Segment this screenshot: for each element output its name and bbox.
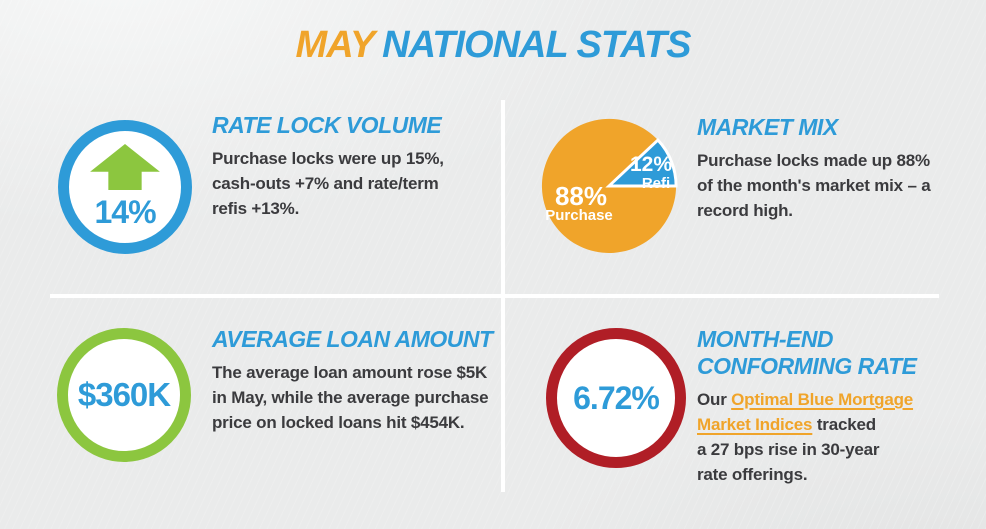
title-month: MAY <box>295 24 376 66</box>
average-loan-amount-text: The average loan amount rose $5K in May,… <box>212 363 489 432</box>
horizontal-divider <box>50 294 939 298</box>
rate-lock-volume-text: Purchase locks were up 15%, cash-outs +7… <box>212 149 444 218</box>
conforming-rate-text-prefix: Our <box>697 390 732 409</box>
pie-label-refi: Refi <box>641 175 671 192</box>
pie-label-purchase: Purchase <box>545 207 613 224</box>
conforming-rate-value: 6.72% <box>573 379 660 416</box>
average-loan-amount-badge: $360K <box>57 328 191 462</box>
obmmi-link[interactable]: Market Indices <box>697 415 813 434</box>
rate-lock-volume-badge: 14% <box>58 120 192 254</box>
average-loan-amount-heading: AVERAGE LOAN AMOUNT <box>212 326 493 352</box>
pie-label-refi-pct: 12% <box>629 153 673 176</box>
rate-lock-volume-heading: RATE LOCK VOLUME <box>212 112 442 138</box>
title-rest: NATIONAL STATS <box>382 24 691 66</box>
conforming-rate-text-after-link: tracked <box>812 415 876 434</box>
market-mix-text: Purchase locks made up 88% of the month'… <box>697 151 931 220</box>
average-loan-amount-value: $360K <box>77 376 171 413</box>
conforming-rate-badge: 6.72% <box>546 328 686 468</box>
conforming-rate-heading: MONTH-END CONFORMING RATE <box>697 326 917 379</box>
pie-slice-refi <box>605 137 678 188</box>
pie-label-purchase-pct: 88% <box>554 181 608 211</box>
up-arrow-icon <box>90 143 160 190</box>
page-title: MAY NATIONAL STATS <box>0 24 986 67</box>
conforming-rate-text: Our Optimal Blue Mortgage Market Indices… <box>697 390 914 484</box>
pie-svg <box>541 118 678 253</box>
market-mix-heading: MARKET MIX <box>697 114 838 140</box>
market-mix-pie-chart: 12% Refi 88% Purchase <box>540 117 678 255</box>
rate-lock-volume-value: 14% <box>94 193 156 230</box>
obmmi-link[interactable]: Optimal Blue Mortgage <box>731 390 914 409</box>
